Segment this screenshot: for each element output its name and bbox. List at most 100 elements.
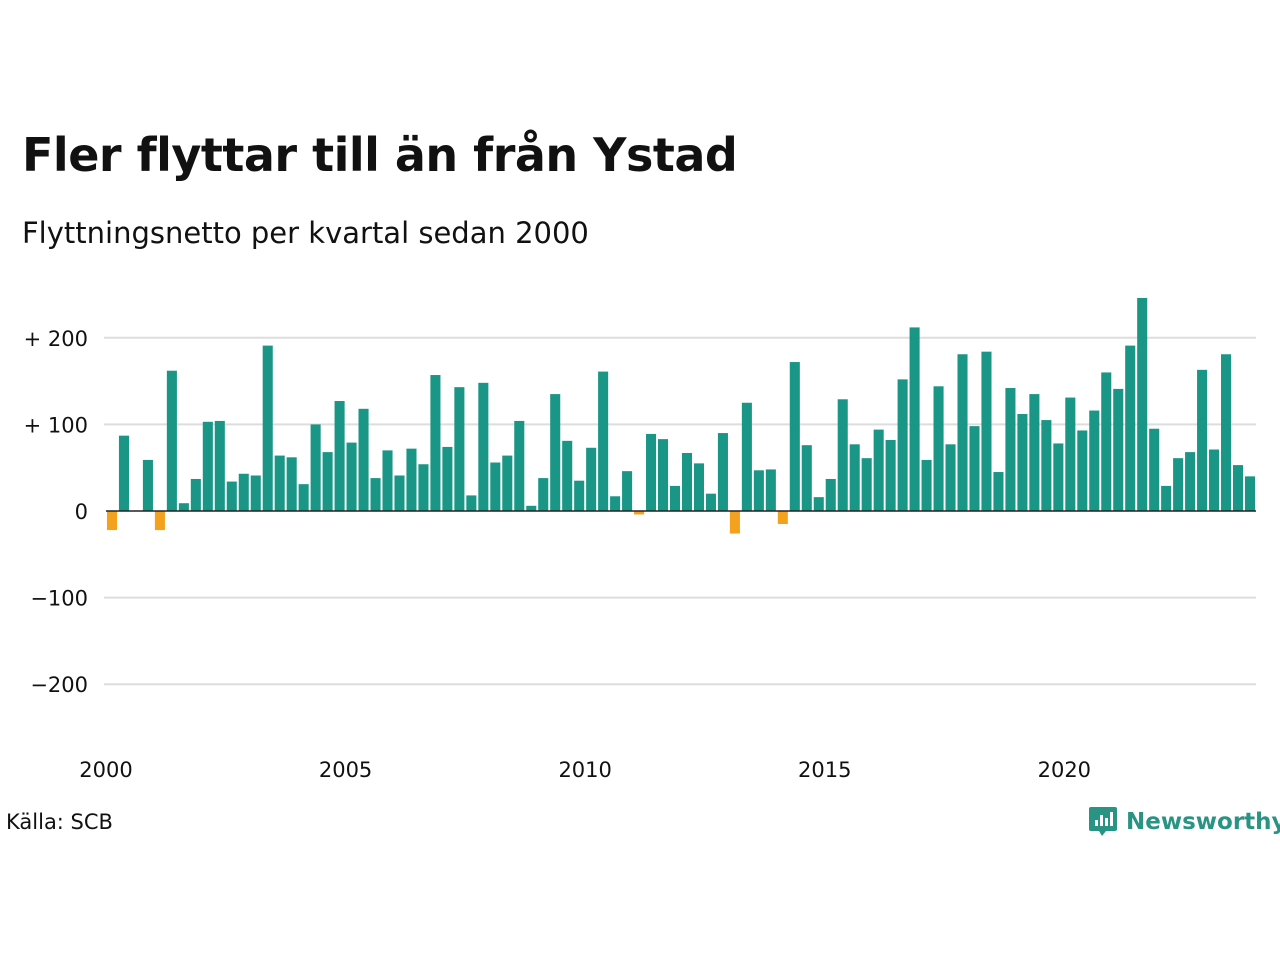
bar [610, 496, 621, 511]
bar [1017, 414, 1028, 511]
bar [322, 452, 333, 511]
bar [202, 421, 213, 511]
bar [358, 408, 369, 511]
newsworthy-chart-icon [1089, 807, 1117, 836]
y-tick-label: + 100 [24, 413, 88, 437]
bar [789, 362, 800, 511]
bar [717, 433, 728, 511]
bar [969, 426, 980, 511]
bar [562, 440, 573, 511]
bar [837, 399, 848, 511]
bar [478, 382, 489, 511]
y-tick-label: 0 [75, 500, 88, 524]
bar [897, 379, 908, 511]
bar [1161, 485, 1172, 511]
bar [466, 495, 477, 511]
bar [909, 327, 920, 511]
bar [669, 485, 681, 511]
x-axis-labels: 2000 2005 2010 2015 2020 [79, 758, 1091, 782]
bar [1149, 428, 1160, 511]
bar [753, 470, 764, 511]
bar [514, 420, 525, 511]
bar [765, 469, 776, 511]
x-tick-label: 2010 [558, 758, 611, 782]
x-tick-label: 2005 [319, 758, 372, 782]
bar [190, 478, 201, 511]
bar [681, 452, 693, 511]
bar [346, 442, 357, 511]
bar [945, 444, 956, 511]
newsworthy-logo: Newsworthy [1088, 804, 1280, 840]
bar [442, 446, 453, 511]
y-tick-label: + 200 [24, 327, 88, 351]
bar [178, 503, 189, 511]
bar [1101, 372, 1112, 511]
y-axis-labels: + 200 + 100 0 −100 −200 [24, 327, 88, 697]
bar [538, 478, 549, 511]
bar [705, 493, 716, 511]
bar [418, 464, 429, 511]
bar [430, 375, 441, 511]
bar [394, 475, 405, 511]
bar [490, 462, 501, 511]
source-note: Källa: SCB [6, 810, 113, 834]
bar [622, 471, 633, 511]
bar [526, 505, 537, 511]
x-tick-label: 2000 [79, 758, 132, 782]
bar [825, 478, 836, 511]
bar [1029, 394, 1040, 511]
bar [406, 448, 417, 511]
bar [1173, 458, 1184, 511]
bar [741, 402, 752, 511]
bar [1233, 465, 1244, 511]
x-tick-label: 2020 [1038, 758, 1091, 782]
bar [286, 457, 297, 511]
bar [238, 473, 249, 511]
bar [981, 351, 992, 511]
bar [646, 433, 657, 511]
bar [921, 459, 932, 511]
bar [1053, 443, 1064, 511]
bar [118, 435, 129, 511]
bar [214, 420, 225, 511]
bar [1041, 420, 1052, 511]
bar [310, 424, 321, 511]
y-tick-label: −200 [30, 673, 88, 697]
x-tick-label: 2015 [798, 758, 851, 782]
bar [861, 458, 872, 511]
bar [1089, 410, 1100, 511]
bar [813, 497, 824, 511]
bar [801, 445, 812, 511]
bar [1113, 388, 1124, 511]
bar [550, 394, 561, 511]
bar [658, 439, 669, 511]
bar [777, 511, 788, 524]
bar [274, 455, 285, 511]
bar [370, 478, 381, 511]
bar [154, 511, 165, 531]
y-tick-label: −100 [30, 587, 88, 611]
bar [634, 511, 645, 515]
bar [166, 370, 177, 511]
bar [454, 387, 465, 511]
bar [142, 459, 153, 511]
bar [1185, 452, 1196, 511]
chart-subtitle: Flyttningsnetto per kvartal sedan 2000 [22, 216, 589, 250]
bar [873, 429, 884, 511]
bar [933, 386, 944, 511]
bar [334, 401, 345, 511]
bar [1197, 369, 1208, 511]
bar [1005, 388, 1016, 511]
bar [1125, 345, 1136, 511]
bar [106, 511, 118, 531]
bar [262, 345, 273, 511]
bar [382, 450, 393, 511]
chart-title: Fler flyttar till än från Ystad [22, 128, 738, 182]
bars [106, 297, 1256, 534]
bar [598, 371, 609, 511]
bar [957, 354, 968, 511]
bar [1137, 297, 1148, 511]
bar [574, 480, 585, 511]
bar [1077, 430, 1088, 511]
bar [1065, 397, 1076, 511]
